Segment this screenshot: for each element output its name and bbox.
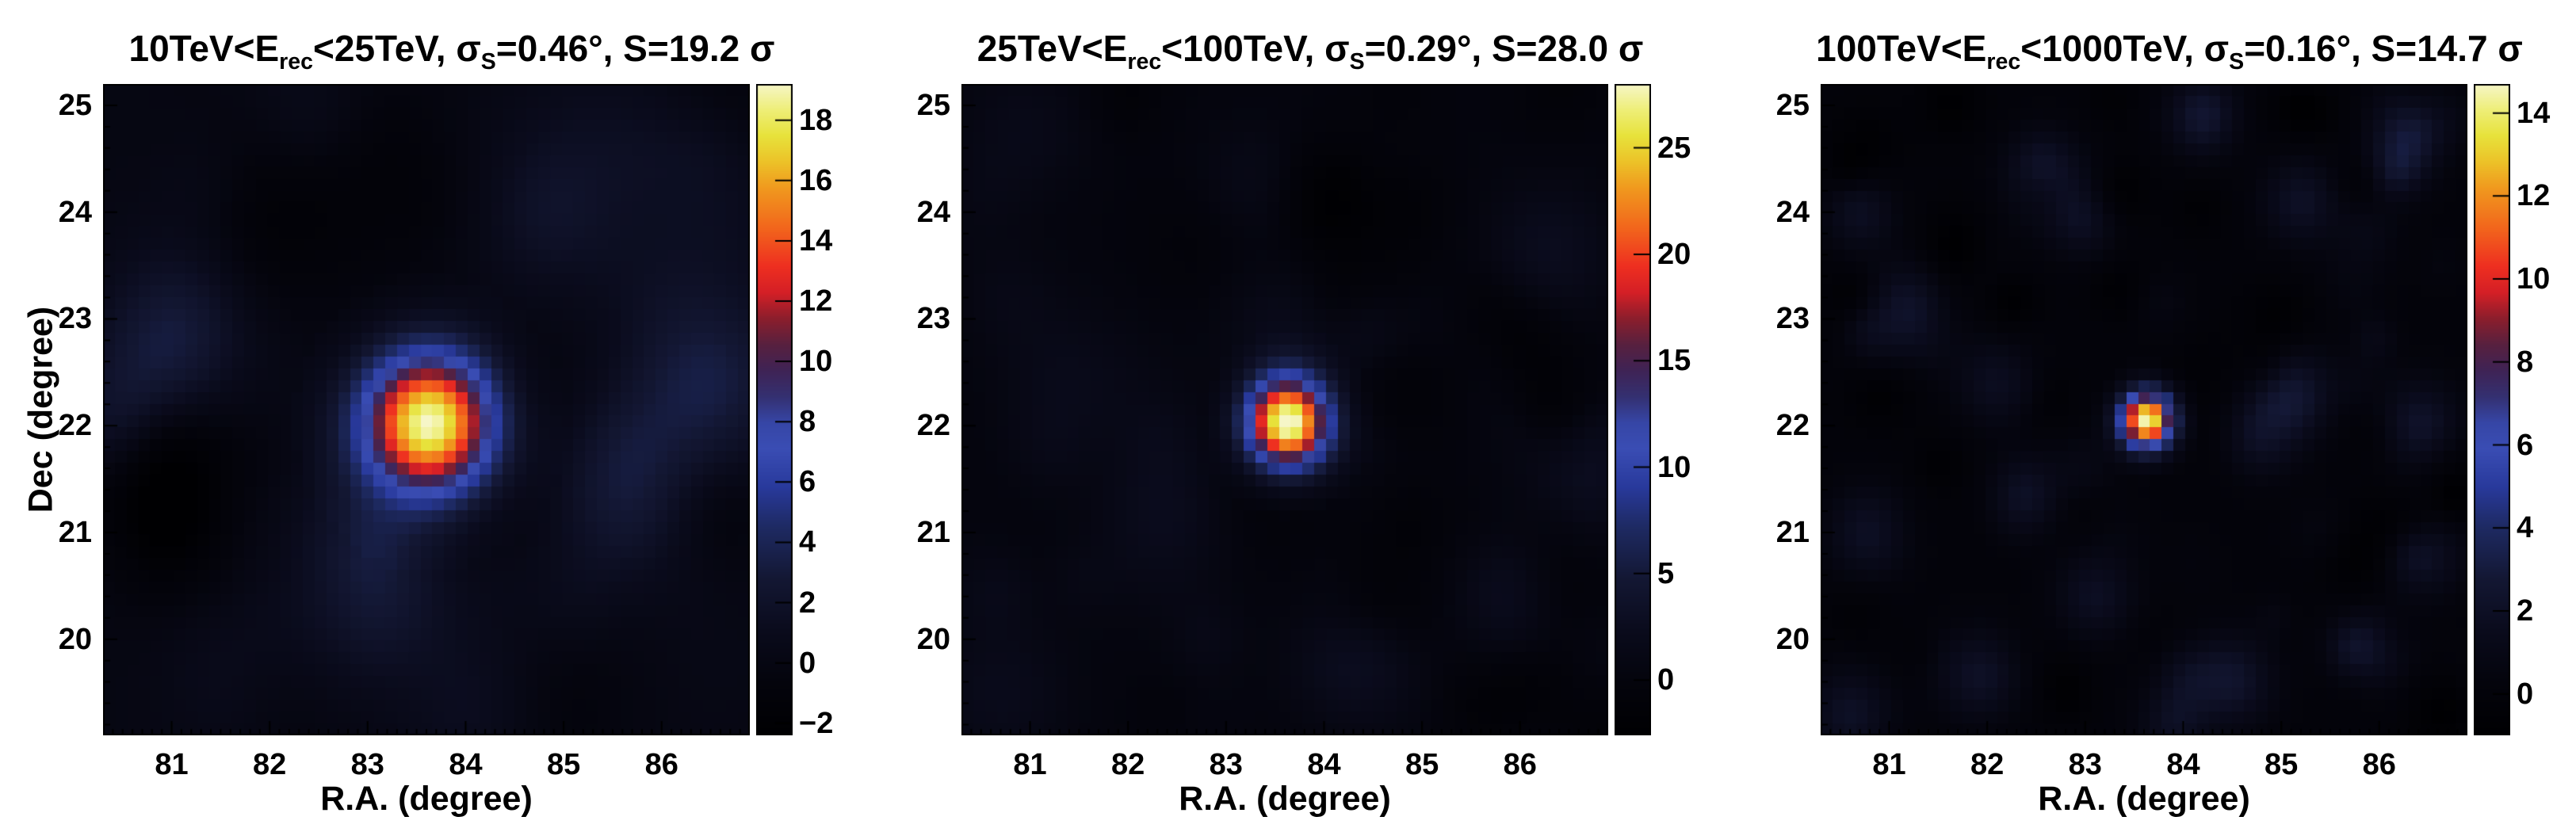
x-axis-title-1: R.A. (degree) [320, 780, 533, 818]
y-tick-label: 24 [58, 195, 92, 229]
x-tick-label: 85 [2264, 748, 2299, 781]
y-tick-label: 25 [58, 88, 92, 122]
colorbar-tick-label: 14 [799, 223, 833, 258]
x-tick-label: 83 [2068, 748, 2102, 781]
y-tick-label: 23 [1775, 302, 1810, 336]
colorbar-tick-label: 20 [1657, 237, 1691, 271]
title-text: 10TeV<E [128, 28, 280, 69]
y-tick-label: 21 [58, 515, 92, 549]
heatmap-canvas-1 [103, 84, 750, 735]
x-tick-label: 86 [644, 748, 678, 781]
panel-low-energy: 10TeV<Erec<25TeV, σS=0.46°, S=19.2 σ R.A… [0, 0, 858, 832]
title-text: =0.29°, S=28.0 σ [1364, 28, 1644, 69]
colorbar-tick-label: 4 [2517, 511, 2534, 545]
x-tick-label: 86 [2362, 748, 2396, 781]
title-subscript: S [1349, 48, 1365, 74]
x-tick-label: 85 [1405, 748, 1439, 781]
colorbar-tick-label: 15 [1657, 344, 1691, 378]
colorbar-tick-label: 8 [2517, 345, 2534, 379]
panel-high-energy: 100TeV<Erec<1000TeV, σS=0.16°, S=14.7 σ … [1718, 0, 2576, 832]
x-tick-label: 83 [1209, 748, 1243, 781]
title-text: =0.46°, S=19.2 σ [495, 28, 775, 69]
y-tick-label: 22 [1775, 409, 1810, 443]
heatmap-canvas-2 [961, 84, 1608, 735]
colorbar-tick-label: 10 [1657, 450, 1691, 484]
x-tick-label: 85 [546, 748, 581, 781]
title-subscript: S [480, 48, 496, 74]
colorbar-tick-label: 14 [2517, 96, 2551, 130]
title-subscript: rec [1986, 48, 2021, 74]
colorbar-tick-label: 4 [799, 525, 816, 559]
x-axis-title-3: R.A. (degree) [2038, 780, 2250, 818]
x-tick-label: 84 [449, 748, 483, 781]
title-subscript: rec [279, 48, 313, 74]
panel-2-title: 25TeV<Erec<100TeV, σS=0.29°, S=28.0 σ [946, 27, 1675, 75]
y-tick-label: 22 [916, 409, 950, 443]
y-tick-label: 23 [916, 302, 950, 336]
colorbar-tick-label: 0 [2517, 677, 2534, 711]
colorbar-tick-label: 12 [2517, 179, 2551, 213]
x-tick-label: 83 [350, 748, 384, 781]
panel-3-title: 100TeV<Erec<1000TeV, σS=0.16°, S=14.7 σ [1805, 27, 2534, 75]
colorbar-tick-label: 10 [799, 345, 833, 379]
colorbar-tick-label: 16 [799, 163, 833, 197]
title-text: <100TeV, σ [1161, 28, 1350, 69]
y-tick-label: 24 [916, 195, 950, 229]
colorbar-tick-label: 8 [799, 405, 816, 439]
y-tick-label: 23 [58, 302, 92, 336]
title-text: <25TeV, σ [313, 28, 481, 69]
x-tick-label: 82 [1970, 748, 2005, 781]
y-tick-label: 20 [916, 622, 950, 656]
title-text: <1000TeV, σ [2020, 28, 2230, 69]
title-subscript: rec [1127, 48, 1162, 74]
panel-1-title: 10TeV<Erec<25TeV, σS=0.46°, S=19.2 σ [87, 27, 816, 75]
x-tick-label: 84 [1307, 748, 1341, 781]
y-tick-label: 24 [1775, 195, 1810, 229]
x-tick-label: 84 [2166, 748, 2200, 781]
y-tick-label: 20 [58, 622, 92, 656]
title-text: =0.16°, S=14.7 σ [2244, 28, 2523, 69]
x-tick-label: 81 [1872, 748, 1906, 781]
x-axis-title-2: R.A. (degree) [1179, 780, 1391, 818]
colorbar-tick-label: 12 [799, 284, 833, 318]
colorbar-tick-label: 2 [2517, 593, 2534, 628]
y-tick-label: 25 [1775, 88, 1810, 122]
colorbar-tick-label: 5 [1657, 556, 1675, 590]
title-text: 25TeV<E [977, 28, 1128, 69]
colorbar-tick-label: −2 [799, 706, 834, 740]
x-tick-label: 81 [155, 748, 189, 781]
colorbar-tick-label: 6 [2517, 428, 2534, 462]
heatmap-canvas-3 [1821, 84, 2467, 735]
y-tick-label: 21 [916, 515, 950, 549]
colorbar-tick-label: 25 [1657, 131, 1691, 165]
y-tick-label: 25 [916, 88, 950, 122]
x-tick-label: 86 [1503, 748, 1537, 781]
y-tick-label: 20 [1775, 622, 1810, 656]
y-tick-label: 21 [1775, 515, 1810, 549]
panel-mid-energy: 25TeV<Erec<100TeV, σS=0.29°, S=28.0 σ R.… [858, 0, 1717, 832]
x-tick-label: 81 [1013, 748, 1047, 781]
y-tick-label: 22 [58, 409, 92, 443]
colorbar-tick-label: 0 [799, 646, 816, 680]
colorbar-tick-label: 2 [799, 586, 816, 620]
colorbar-tick-label: 0 [1657, 663, 1675, 697]
x-tick-label: 82 [253, 748, 287, 781]
colorbar-tick-label: 6 [799, 465, 816, 499]
colorbar-tick-label: 18 [799, 103, 833, 137]
colorbar-canvas-1 [756, 84, 793, 735]
title-subscript: S [2229, 48, 2245, 74]
colorbar-canvas-2 [1615, 84, 1651, 735]
x-tick-label: 82 [1111, 748, 1145, 781]
colorbar-tick-label: 10 [2517, 262, 2551, 296]
colorbar-canvas-3 [2474, 84, 2510, 735]
title-text: 100TeV<E [1816, 28, 1987, 69]
